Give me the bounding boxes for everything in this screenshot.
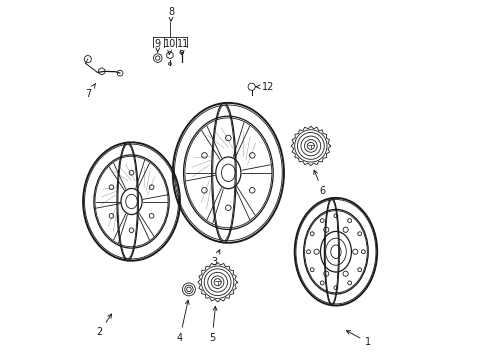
Text: 12: 12	[255, 82, 273, 92]
Text: 4: 4	[177, 300, 189, 343]
Text: 6: 6	[313, 170, 325, 196]
Text: 8: 8	[167, 7, 174, 21]
Text: 9: 9	[154, 39, 161, 52]
Text: 11: 11	[176, 39, 188, 54]
Text: 1: 1	[346, 330, 370, 347]
Text: 2: 2	[96, 314, 111, 337]
Text: 7: 7	[85, 84, 95, 99]
Text: 3: 3	[210, 250, 220, 267]
Text: 10: 10	[164, 39, 176, 54]
Text: 5: 5	[209, 306, 217, 343]
